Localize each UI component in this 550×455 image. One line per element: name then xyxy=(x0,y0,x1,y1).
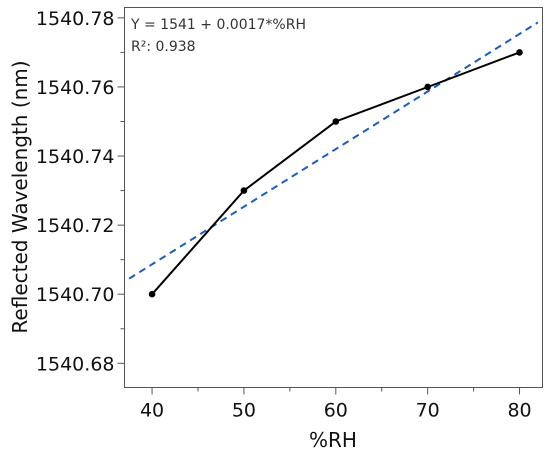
x-tick-label: 70 xyxy=(416,400,440,422)
y-tick-label: 1540.72 xyxy=(36,215,115,237)
r-squared-label: R²: 0.938 xyxy=(131,39,196,55)
data-point xyxy=(424,83,431,91)
x-axis-title: %RH xyxy=(309,428,357,452)
x-tick-label: 60 xyxy=(324,400,348,422)
data-point xyxy=(516,49,523,56)
x-tick-label: 50 xyxy=(232,400,256,422)
y-axis-title: Reflected Wavelength (nm) xyxy=(8,60,32,333)
y-tick-label: 1540.74 xyxy=(36,146,115,168)
y-tick-label: 1540.78 xyxy=(36,8,115,30)
data-point xyxy=(240,187,248,194)
x-axis: 40 50 60 70 80 xyxy=(140,387,532,422)
y-axis: 1540.68 1540.70 1540.72 1540.74 1540.76 1540.… xyxy=(36,8,125,375)
data-points xyxy=(148,49,523,298)
data-point xyxy=(332,118,340,125)
data-point xyxy=(148,290,156,298)
x-tick-label: 80 xyxy=(507,400,531,422)
y-tick-label: 1540.68 xyxy=(36,353,115,375)
y-tick-label: 1540.70 xyxy=(36,284,115,306)
y-tick-label: 1540.76 xyxy=(36,77,115,99)
plot-frame xyxy=(124,7,543,388)
regression-equation: Y = 1541 + 0.0017*%RH xyxy=(130,17,306,33)
fit-line xyxy=(128,21,539,280)
data-line xyxy=(151,51,520,295)
x-tick-label: 40 xyxy=(140,400,164,422)
